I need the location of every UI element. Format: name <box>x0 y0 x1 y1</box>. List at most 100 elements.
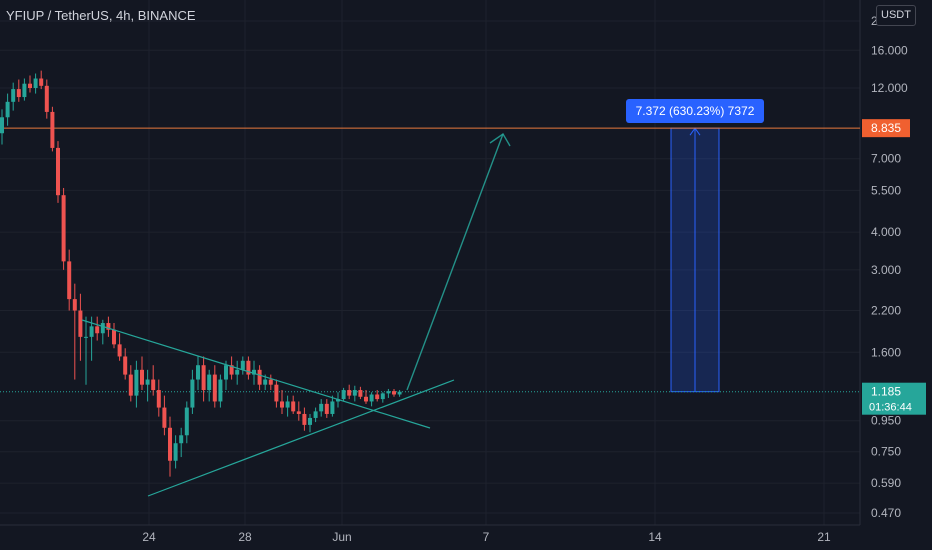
candle <box>106 316 111 337</box>
last-price-label: 1.185 01:36:44 <box>862 382 926 415</box>
candle-body <box>67 261 72 300</box>
candle-body <box>72 299 77 311</box>
candle <box>252 360 256 385</box>
candle <box>78 293 83 361</box>
candle <box>0 109 4 145</box>
candle-body <box>173 443 178 461</box>
candle-body <box>380 393 385 400</box>
level-price-label-bg <box>862 119 910 138</box>
last-price-label-bg <box>862 382 926 415</box>
candle <box>16 79 21 102</box>
candle-body <box>308 417 312 425</box>
candle <box>128 365 133 402</box>
candle-body <box>22 83 27 98</box>
candle-body <box>291 401 296 412</box>
candle <box>5 93 10 126</box>
candle-body <box>212 374 217 402</box>
candle-body <box>190 379 195 408</box>
candle <box>369 392 374 407</box>
candle-body <box>296 411 301 414</box>
last-price-value: 1.185 <box>871 385 901 399</box>
candle-body <box>201 365 206 391</box>
candle-body <box>140 369 144 385</box>
candle <box>168 416 172 477</box>
candle-body <box>33 78 38 88</box>
upper-trendline <box>81 319 431 429</box>
candle <box>61 187 66 270</box>
candle <box>280 390 284 414</box>
candle-body <box>168 427 172 461</box>
candle <box>313 407 318 423</box>
currency-button[interactable]: USDT <box>876 5 916 26</box>
candle <box>184 401 189 444</box>
candle <box>39 70 44 90</box>
candle-body <box>16 89 21 98</box>
price-tick-label: 1.600 <box>871 345 901 359</box>
candle-body <box>274 384 279 402</box>
candle-body <box>224 365 228 380</box>
candle-body <box>207 374 212 391</box>
candle-body <box>28 83 32 88</box>
price-tick-label: 7.000 <box>871 152 901 166</box>
candle-body <box>319 403 324 412</box>
candle-body <box>341 390 346 400</box>
candle <box>285 395 290 417</box>
level-price-label: 8.835 <box>862 119 910 138</box>
candle-body <box>386 391 391 394</box>
price-tick-label: 0.470 <box>871 506 901 520</box>
candle <box>140 356 144 391</box>
candle <box>268 374 273 391</box>
candle <box>347 384 352 400</box>
candle <box>162 395 167 436</box>
level-price-label-text: 8.835 <box>871 121 901 135</box>
price-tick-label: 0.590 <box>871 476 901 490</box>
price-tick-label: 0.950 <box>871 414 901 428</box>
candle <box>229 356 234 380</box>
bar-countdown: 01:36:44 <box>869 402 912 414</box>
candle <box>145 369 150 402</box>
candle <box>179 427 184 458</box>
candle <box>100 319 105 345</box>
candle <box>72 283 77 380</box>
candle-body <box>5 101 10 118</box>
candle-body <box>375 394 380 400</box>
candle <box>375 390 380 402</box>
candle-body <box>151 379 156 391</box>
candle <box>33 73 38 94</box>
candle <box>218 374 223 408</box>
candle <box>386 388 391 398</box>
candle-body <box>11 89 16 102</box>
candle <box>212 365 217 408</box>
candle <box>156 379 161 417</box>
candle-body <box>252 369 256 375</box>
time-tick-label: 28 <box>238 530 252 544</box>
candle-body <box>330 401 335 414</box>
candle <box>11 82 16 111</box>
candle <box>190 369 195 414</box>
candle <box>196 356 200 391</box>
candle-body <box>352 390 357 396</box>
candle-body <box>89 326 94 337</box>
price-tick-label: 12.000 <box>871 81 908 95</box>
candle-body <box>263 379 268 385</box>
price-tick-label: 2.200 <box>871 304 901 318</box>
time-tick-label: Jun <box>332 530 351 544</box>
candle-body <box>240 360 245 370</box>
candle <box>67 249 72 311</box>
candle-body <box>39 78 44 86</box>
candle <box>173 435 178 469</box>
candle <box>50 106 55 152</box>
candle <box>302 407 307 431</box>
candle-body <box>229 365 234 375</box>
candle-body <box>285 401 290 408</box>
candle-body <box>302 413 307 425</box>
candle <box>330 395 335 417</box>
candle-body <box>156 390 161 408</box>
candle-body <box>184 407 189 436</box>
candle-body <box>100 323 105 334</box>
candle <box>358 386 363 400</box>
candle <box>207 369 212 402</box>
candle-body <box>257 369 262 385</box>
candle-body <box>78 310 83 337</box>
